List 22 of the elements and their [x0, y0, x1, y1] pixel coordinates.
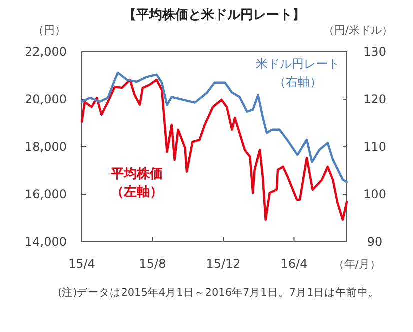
series-label: 米ドル円レート（右軸） [256, 57, 340, 89]
y2-tick-label: 90 [367, 235, 383, 249]
y2-tick-label: 100 [364, 188, 386, 202]
x-tick-label: 15/8 [139, 257, 166, 271]
y-tick-label: 14,000 [25, 235, 67, 249]
series-label: 平均株価（左軸） [110, 167, 163, 200]
y-tick-label: 20,000 [25, 92, 67, 106]
text: (注)データは2015年4月1日～2016年7月1日。7月1日は午前中。 [58, 286, 380, 299]
y-tick-label: 22,000 [25, 45, 67, 59]
x-tick-label: 16/4 [280, 257, 308, 271]
y2-tick-label: 120 [364, 92, 386, 106]
y-tick-label: 18,000 [25, 140, 67, 154]
y-tick-label: 16,000 [25, 188, 67, 202]
y2-axis-title: （円/米ドル） [323, 24, 393, 37]
line-series [80, 72, 348, 184]
y2-tick-label: 110 [364, 140, 386, 154]
y2-tick-label: 130 [364, 45, 386, 59]
chart-title: 【平均株価と米ドル円レート】 [124, 7, 306, 23]
x-tick-label: 15/12 [206, 257, 241, 271]
y-axis-title: （円） [33, 24, 66, 37]
x-axis-title: （年/月） [333, 258, 381, 271]
x-tick-label: 15/4 [68, 257, 96, 271]
